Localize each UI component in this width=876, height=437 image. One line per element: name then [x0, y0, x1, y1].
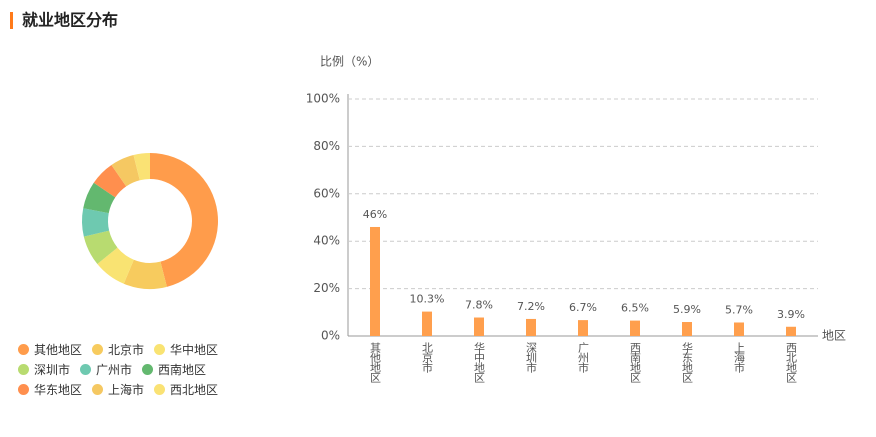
x-axis-label: 地区	[822, 329, 846, 343]
x-tick-label: 西北地区	[785, 342, 798, 383]
x-tick-label: 上海市	[733, 342, 746, 374]
bar	[370, 226, 380, 336]
page-title: 就业地区分布	[22, 11, 118, 30]
legend-item: 广州市	[80, 359, 132, 379]
legend-item: 西北地区	[154, 379, 218, 399]
value-label: 7.2%	[517, 300, 545, 313]
y-axis-label: 比例（%）	[320, 55, 379, 69]
legend-swatch	[18, 383, 29, 395]
legend-swatch	[18, 343, 29, 355]
legend-swatch	[18, 363, 29, 375]
x-tick-label: 深圳市	[525, 342, 538, 374]
bar	[422, 311, 432, 336]
legend-swatch	[92, 383, 104, 395]
legend-label: 其他地区	[34, 342, 83, 357]
legend-label: 北京市	[108, 342, 145, 357]
legend-label: 西北地区	[170, 382, 219, 397]
value-label: 6.7%	[569, 301, 597, 314]
donut-slice	[123, 259, 167, 289]
value-label: 7.8%	[465, 299, 493, 312]
value-label: 46%	[363, 208, 387, 221]
donut-slice	[133, 153, 150, 181]
donut-slice	[83, 230, 118, 265]
legend-swatch	[142, 363, 154, 375]
bar	[786, 326, 796, 336]
legend: 其他地区 北京市 华中地区深圳市 广州市 西南地区华东地区 上海市 西北地区	[18, 339, 288, 399]
legend-label: 华中地区	[170, 342, 219, 357]
bar	[474, 317, 484, 336]
x-tick-label: 广州市	[577, 342, 590, 374]
x-tick-label: 北京市	[421, 342, 434, 374]
value-label: 5.7%	[725, 303, 753, 316]
legend-swatch	[154, 343, 166, 355]
legend-item: 其他地区	[18, 339, 82, 359]
legend-label: 深圳市	[34, 362, 71, 377]
x-tick-label: 华中地区	[473, 341, 486, 383]
bar	[682, 322, 692, 336]
x-tick-label: 其他地区	[369, 342, 382, 383]
title-accent	[10, 12, 13, 29]
legend-label: 西南地区	[158, 362, 207, 377]
donut-slice	[111, 155, 140, 187]
legend-item: 深圳市	[18, 359, 70, 379]
donut-slice	[150, 153, 218, 287]
legend-item: 北京市	[92, 339, 144, 359]
legend-item: 上海市	[92, 379, 144, 399]
bar	[578, 320, 588, 336]
x-tick-label: 华东地区	[681, 341, 694, 383]
legend-swatch	[92, 343, 104, 355]
legend-item: 华中地区	[154, 339, 218, 359]
legend-item: 华东地区	[18, 379, 82, 399]
bar	[630, 320, 640, 336]
value-label: 6.5%	[621, 302, 649, 315]
legend-label: 广州市	[96, 362, 133, 377]
value-label: 5.9%	[673, 303, 701, 316]
x-tick-label: 西南地区	[629, 342, 642, 383]
legend-label: 上海市	[108, 382, 145, 397]
y-tick-label: 20%	[313, 281, 340, 295]
value-label: 10.3%	[410, 293, 445, 306]
y-tick-label: 40%	[313, 234, 340, 248]
value-label: 3.9%	[777, 308, 805, 321]
donut-slice	[81, 208, 110, 237]
donut-slice	[83, 182, 116, 214]
legend-item: 西南地区	[142, 359, 206, 379]
donut-slice	[93, 164, 127, 198]
bar	[526, 318, 536, 336]
y-tick-label: 0%	[321, 329, 340, 343]
legend-swatch	[154, 383, 166, 395]
bar	[734, 322, 744, 336]
legend-label: 华东地区	[34, 382, 83, 397]
y-tick-label: 80%	[313, 139, 340, 153]
y-tick-label: 60%	[313, 186, 340, 200]
legend-swatch	[80, 363, 92, 375]
y-tick-label: 100%	[306, 92, 340, 106]
donut-slice	[97, 247, 134, 284]
